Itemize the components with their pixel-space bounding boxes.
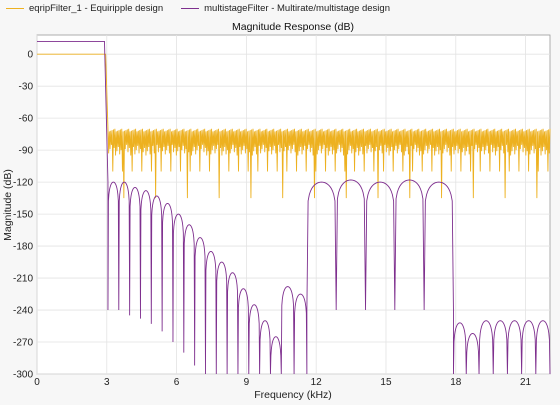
y-tick-label: -240 [13,306,33,317]
legend-item-multistage[interactable]: multistageFilter - Multirate/multistage … [181,3,390,14]
y-tick-label: -180 [13,242,33,253]
x-tick-label: 9 [244,377,250,388]
y-tick-label: -120 [13,178,33,189]
y-tick-label: -210 [13,274,33,285]
tick-labels: 0 3 6 9 12 15 18 21 0 -30 -60 -90 -120 -150 -180 -210 -2… [13,50,532,388]
legend-swatch-equiripple [6,7,24,9]
legend: eqripFilter_1 - Equiripple design multis… [0,0,560,16]
series-lines [37,40,551,375]
y-axis-label: Magnitude (dB) [2,169,14,241]
x-tick-label: 0 [34,377,40,388]
y-tick-label: -270 [13,338,33,349]
chart-title: Magnitude Response (dB) [232,21,354,33]
x-tick-label: 15 [380,377,392,388]
legend-label-multistage: multistageFilter - Multirate/multistage … [204,2,390,14]
x-tick-label: 6 [174,377,180,388]
y-tick-label: 0 [27,50,33,61]
x-tick-label: 21 [520,377,532,388]
legend-item-equiripple[interactable]: eqripFilter_1 - Equiripple design [6,3,163,14]
legend-label-equiripple: eqripFilter_1 - Equiripple design [29,2,164,14]
y-tick-label: -60 [19,114,34,125]
series-line-equiripple[interactable] [37,53,551,199]
y-tick-label: -30 [19,82,34,93]
series-line-multistage[interactable] [37,40,551,375]
legend-swatch-multistage [181,7,200,9]
x-tick-label: 18 [450,377,462,388]
x-tick-label: 12 [311,377,323,388]
y-tick-label: -300 [13,370,33,381]
y-tick-label: -150 [13,210,33,221]
x-axis-label: Frequency (kHz) [254,389,332,401]
y-tick-label: -90 [19,146,34,157]
x-tick-label: 3 [104,377,110,388]
